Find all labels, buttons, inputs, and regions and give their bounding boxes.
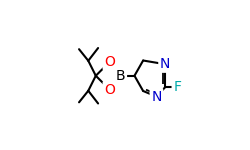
Text: O: O bbox=[104, 83, 115, 97]
Text: O: O bbox=[104, 55, 115, 69]
Text: N: N bbox=[151, 90, 162, 104]
Text: N: N bbox=[160, 57, 170, 71]
Text: F: F bbox=[173, 80, 181, 94]
Text: B: B bbox=[116, 69, 126, 83]
